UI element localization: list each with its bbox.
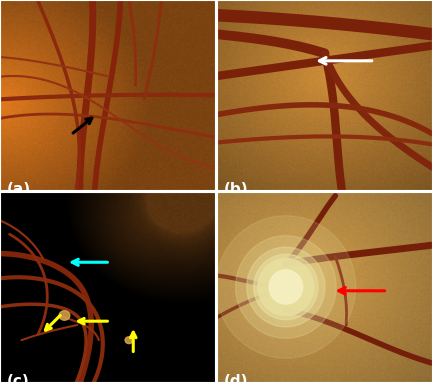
Text: (d): (d) (223, 374, 248, 382)
Text: (b): (b) (223, 183, 248, 197)
Text: (a): (a) (6, 183, 31, 197)
Text: (c): (c) (6, 374, 29, 382)
Ellipse shape (59, 311, 70, 320)
Ellipse shape (258, 259, 314, 316)
Ellipse shape (235, 236, 336, 338)
Ellipse shape (247, 247, 325, 327)
Ellipse shape (125, 337, 133, 344)
Ellipse shape (269, 270, 302, 304)
Ellipse shape (216, 216, 356, 358)
Ellipse shape (254, 254, 318, 320)
